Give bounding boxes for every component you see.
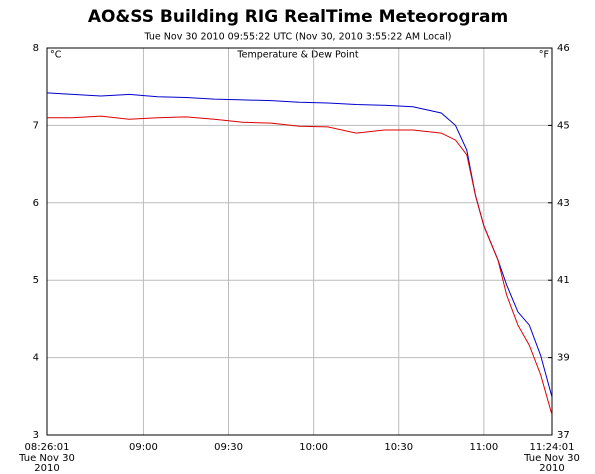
subtitle: Tue Nov 30 2010 09:55:22 UTC (Nov 30, 20… bbox=[144, 32, 452, 43]
y-tick-label: 7 bbox=[33, 120, 39, 131]
y2-tick-label: 39 bbox=[557, 353, 570, 364]
chart-title: AO&SS Building RIG RealTime Meteorogram bbox=[88, 7, 508, 27]
y-tick-label: 5 bbox=[33, 275, 39, 286]
x-tick-label: 09:00 bbox=[129, 442, 158, 453]
y-tick-label: 4 bbox=[33, 353, 39, 364]
plot-frame bbox=[46, 47, 553, 436]
x-date-label: 2010 bbox=[539, 463, 564, 474]
x-tick-label: 08:26:01 bbox=[25, 442, 70, 453]
x-tick-label: 11:24:01 bbox=[530, 442, 575, 453]
x-tick-label: 10:00 bbox=[299, 442, 328, 453]
x-tick-label: 11:00 bbox=[469, 442, 498, 453]
x-date-label: Tue Nov 30 bbox=[18, 453, 75, 464]
y2-tick-label: 46 bbox=[557, 43, 570, 54]
y2-tick-label: 43 bbox=[557, 198, 570, 209]
y-tick-label: 3 bbox=[33, 430, 39, 441]
series-line bbox=[46, 92, 553, 398]
y2-unit: °F bbox=[539, 50, 549, 61]
x-tick-label: 09:30 bbox=[214, 442, 243, 453]
series-line bbox=[47, 115, 553, 416]
x-date-label: Tue Nov 30 bbox=[523, 453, 580, 464]
y-tick-label: 8 bbox=[33, 43, 39, 54]
y2-tick-label: 45 bbox=[557, 120, 570, 131]
y2-tick-label: 41 bbox=[557, 275, 570, 286]
y2-tick-label: 37 bbox=[557, 430, 570, 441]
x-date-label: 2010 bbox=[34, 463, 59, 474]
y-unit: °C bbox=[50, 50, 62, 61]
y-tick-label: 6 bbox=[33, 198, 39, 209]
x-tick-label: 10:30 bbox=[384, 442, 413, 453]
panel-title: Temperature & Dew Point bbox=[236, 50, 358, 61]
